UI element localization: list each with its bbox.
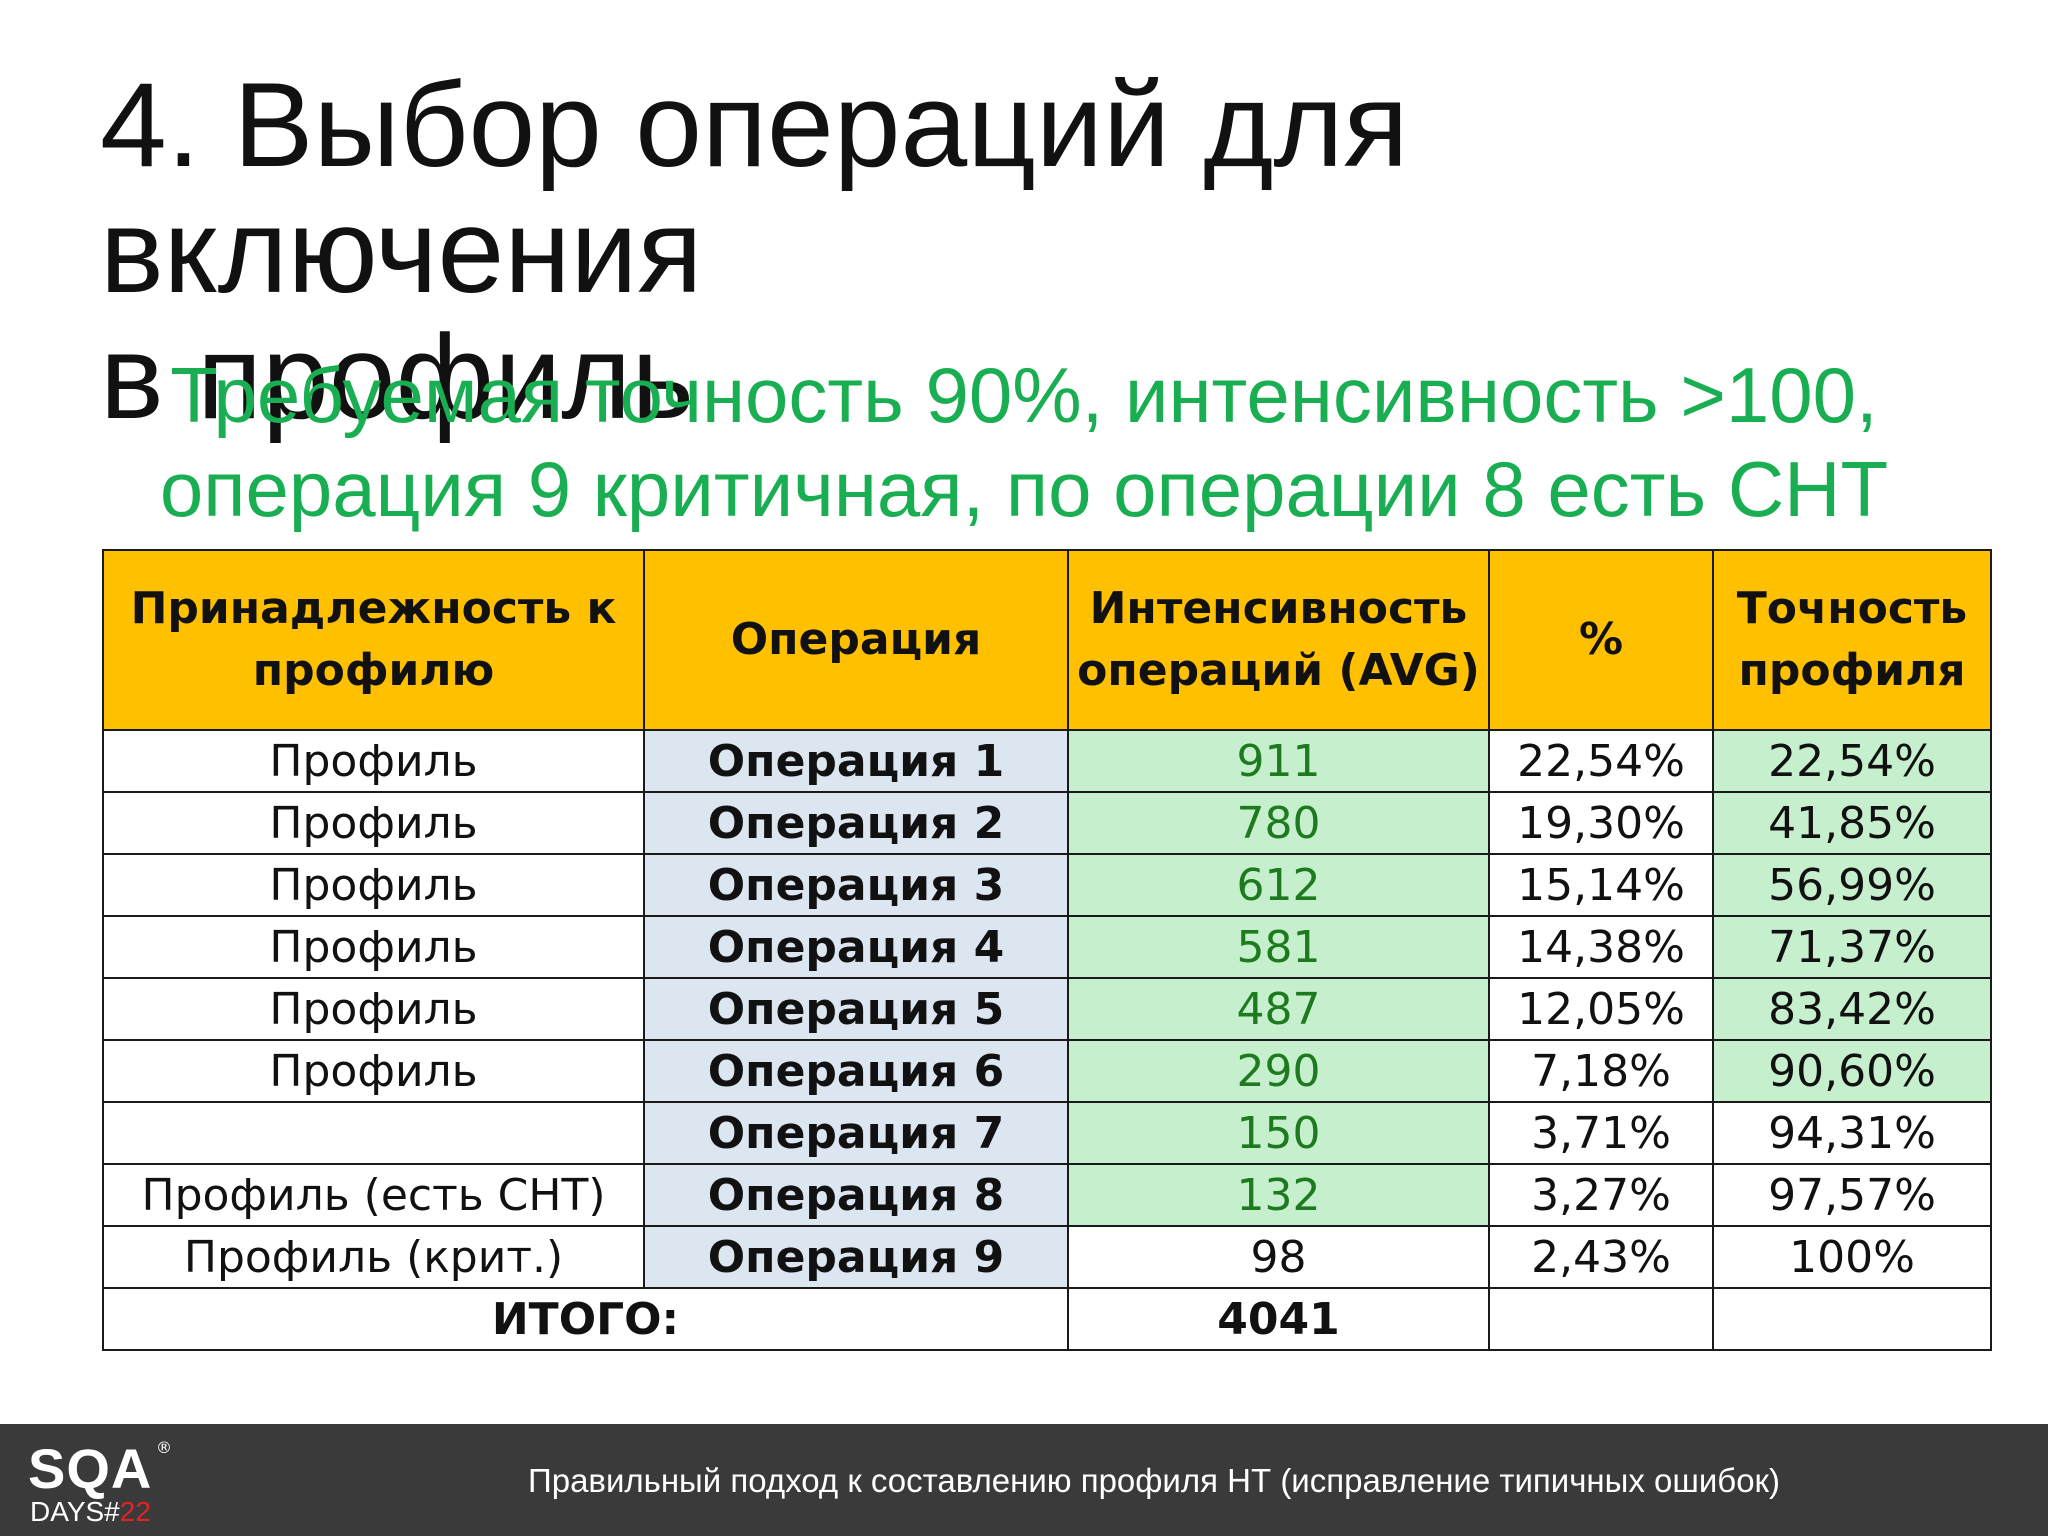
table-row: Операция 7 150 3,71% 94,31%: [102, 1101, 1992, 1165]
subtitle-line2: операция 9 критичная, по операции 8 есть…: [159, 445, 1889, 533]
cell-intensity: 290: [1067, 1039, 1490, 1103]
total-label: ИТОГО:: [102, 1287, 1069, 1351]
header-intensity: Интенсивность операций (AVG): [1067, 549, 1490, 731]
cell-accuracy: 94,31%: [1712, 1101, 1992, 1165]
cell-intensity: 780: [1067, 791, 1490, 855]
cell-percent: 22,54%: [1488, 729, 1714, 793]
footer-bar: SQA ® DAYS#22 Правильный подход к состав…: [0, 1424, 2048, 1536]
cell-operation: Операция 5: [643, 977, 1069, 1041]
cell-percent: 3,27%: [1488, 1163, 1714, 1227]
cell-percent: 14,38%: [1488, 915, 1714, 979]
cell-operation: Операция 4: [643, 915, 1069, 979]
cell-intensity: 98: [1067, 1225, 1490, 1289]
logo-sub-text: DAYS#22: [30, 1496, 151, 1528]
cell-accuracy: 100%: [1712, 1225, 1992, 1289]
table-row: Профиль Операция 1 911 22,54% 22,54%: [102, 729, 1992, 793]
cell-accuracy: 83,42%: [1712, 977, 1992, 1041]
slide-title-line1: 4. Выбор операций для включения: [100, 58, 1409, 318]
cell-operation: Операция 8: [643, 1163, 1069, 1227]
operations-table: Принадлежность к профилю Операция Интенс…: [102, 549, 1992, 1351]
cell-intensity: 612: [1067, 853, 1490, 917]
cell-accuracy: 41,85%: [1712, 791, 1992, 855]
cell-percent: 19,30%: [1488, 791, 1714, 855]
table-row: Профиль Операция 5 487 12,05% 83,42%: [102, 977, 1992, 1041]
cell-intensity: 150: [1067, 1101, 1490, 1165]
cell-accuracy: 22,54%: [1712, 729, 1992, 793]
cell-profile: Профиль: [102, 1039, 645, 1103]
cell-intensity: 581: [1067, 915, 1490, 979]
logo-sub-number: 22: [119, 1496, 151, 1527]
cell-accuracy: 90,60%: [1712, 1039, 1992, 1103]
total-accuracy-empty: [1712, 1287, 1992, 1351]
cell-profile: Профиль: [102, 853, 645, 917]
cell-percent: 12,05%: [1488, 977, 1714, 1041]
cell-accuracy: 56,99%: [1712, 853, 1992, 917]
logo-main-label: SQA: [28, 1437, 153, 1500]
slide-subtitle: Требуемая точность 90%, интенсивность >1…: [60, 348, 1988, 536]
sqa-days-logo: SQA ® DAYS#22: [26, 1436, 186, 1528]
cell-profile: [102, 1101, 645, 1165]
header-accuracy: Точность профиля: [1712, 549, 1992, 731]
cell-operation: Операция 7: [643, 1101, 1069, 1165]
cell-accuracy: 71,37%: [1712, 915, 1992, 979]
cell-intensity: 911: [1067, 729, 1490, 793]
logo-sub-prefix: DAYS#: [30, 1496, 120, 1527]
header-percent: %: [1488, 549, 1714, 731]
table-row: Профиль Операция 3 612 15,14% 56,99%: [102, 853, 1992, 917]
footer-caption: Правильный подход к составлению профиля …: [528, 1462, 1780, 1499]
cell-operation: Операция 1: [643, 729, 1069, 793]
table-header-row: Принадлежность к профилю Операция Интенс…: [102, 549, 1992, 731]
slide-title: 4. Выбор операций для включения в профил…: [100, 62, 2000, 440]
cell-operation: Операция 9: [643, 1225, 1069, 1289]
table-row: Профиль (крит.) Операция 9 98 2,43% 100%: [102, 1225, 1992, 1289]
cell-profile: Профиль: [102, 977, 645, 1041]
cell-operation: Операция 6: [643, 1039, 1069, 1103]
header-profile: Принадлежность к профилю: [102, 549, 645, 731]
cell-percent: 2,43%: [1488, 1225, 1714, 1289]
total-percent-empty: [1488, 1287, 1714, 1351]
table-row: Профиль Операция 4 581 14,38% 71,37%: [102, 915, 1992, 979]
cell-profile: Профиль: [102, 915, 645, 979]
logo-registered-mark: ®: [156, 1438, 172, 1457]
cell-percent: 3,71%: [1488, 1101, 1714, 1165]
cell-accuracy: 97,57%: [1712, 1163, 1992, 1227]
logo-main-text: SQA: [28, 1436, 152, 1501]
cell-profile: Профиль: [102, 791, 645, 855]
table-row: Профиль Операция 6 290 7,18% 90,60%: [102, 1039, 1992, 1103]
cell-intensity: 487: [1067, 977, 1490, 1041]
cell-profile: Профиль (крит.): [102, 1225, 645, 1289]
table-total-row: ИТОГО: 4041: [102, 1287, 1992, 1351]
table-row: Профиль (есть СНТ) Операция 8 132 3,27% …: [102, 1163, 1992, 1227]
slide-title-line2: в профиль: [100, 310, 694, 444]
cell-percent: 15,14%: [1488, 853, 1714, 917]
cell-intensity: 132: [1067, 1163, 1490, 1227]
cell-operation: Операция 2: [643, 791, 1069, 855]
cell-operation: Операция 3: [643, 853, 1069, 917]
total-intensity: 4041: [1067, 1287, 1490, 1351]
cell-profile: Профиль: [102, 729, 645, 793]
subtitle-line1: Требуемая точность 90%, интенсивность >1…: [170, 351, 1878, 439]
cell-profile: Профиль (есть СНТ): [102, 1163, 645, 1227]
table-row: Профиль Операция 2 780 19,30% 41,85%: [102, 791, 1992, 855]
cell-percent: 7,18%: [1488, 1039, 1714, 1103]
header-operation: Операция: [643, 549, 1069, 731]
